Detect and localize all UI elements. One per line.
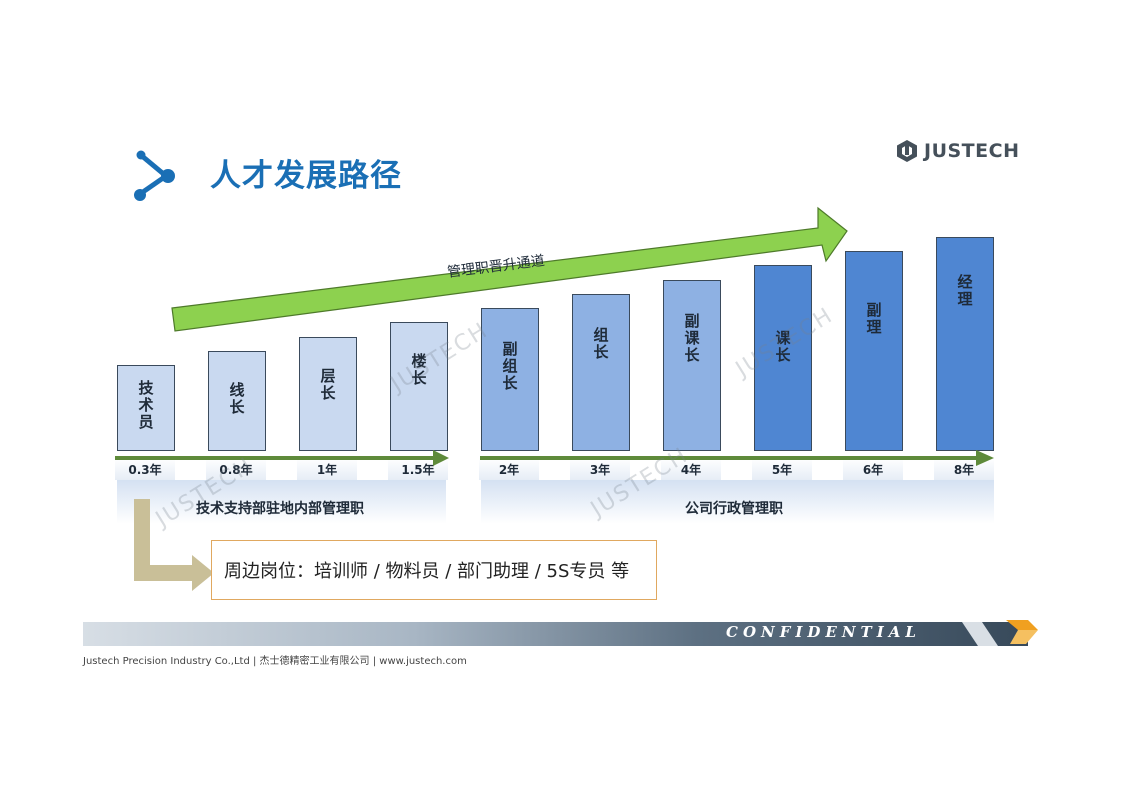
level-bar: 副组长: [481, 308, 539, 451]
category-right-label: 公司行政管理职: [685, 501, 783, 517]
level-bar: 经理: [936, 237, 994, 451]
level-bar: 层长: [299, 337, 357, 451]
logo-text: JUSTECH: [924, 140, 1020, 162]
confidential-mark: CONFIDENTIAL: [726, 623, 921, 641]
reflection-left: [117, 480, 446, 524]
year-label: 0.3年: [115, 458, 175, 480]
level-bar: 副课长: [663, 280, 721, 451]
peripheral-branch-arrow: [134, 499, 214, 591]
level-label: 组长: [591, 327, 610, 361]
level-bar: 课长: [754, 265, 812, 451]
level-bar: 楼长: [390, 322, 448, 451]
level-label: 副理: [864, 302, 883, 336]
year-label: 2年: [479, 458, 539, 480]
peripheral-roles-text: 周边岗位：培训师 / 物料员 / 部门助理 / 5S专员 等: [224, 561, 630, 582]
year-label: 1年: [297, 458, 357, 480]
level-label: 副组长: [500, 341, 519, 392]
justech-logo-icon: [897, 140, 917, 162]
page-title: 人才发展路径: [210, 158, 402, 194]
level-label: 线长: [227, 382, 246, 416]
promotion-arrow: [171, 206, 848, 332]
timeline-arrow-right: [480, 450, 994, 466]
footer-text: Justech Precision Industry Co.,Ltd | 杰士德…: [83, 656, 467, 667]
level-label: 楼长: [409, 353, 428, 387]
level-bar: 副理: [845, 251, 903, 451]
year-label: 3年: [570, 458, 630, 480]
reflection-right: [481, 480, 994, 524]
level-label: 经理: [955, 274, 974, 308]
footer-chevron-icon: [962, 620, 1038, 646]
year-label: 5年: [752, 458, 812, 480]
footer-band: [83, 622, 1028, 646]
share-node-icon: [134, 150, 175, 201]
level-label: 副课长: [682, 313, 701, 364]
year-label: 6年: [843, 458, 903, 480]
peripheral-roles-box: 周边岗位：培训师 / 物料员 / 部门助理 / 5S专员 等: [211, 540, 657, 600]
category-left-label: 技术支持部驻地内部管理职: [196, 501, 364, 517]
company-logo: JUSTECH: [896, 139, 1019, 163]
level-label: 技术员: [136, 380, 155, 431]
level-bar: 技术员: [117, 365, 175, 451]
level-bar: 线长: [208, 351, 266, 451]
year-label: 4年: [661, 458, 721, 480]
timeline-arrow-left: [115, 450, 449, 466]
level-label: 课长: [773, 330, 792, 364]
level-bar: 组长: [572, 294, 630, 451]
level-label: 层长: [318, 368, 337, 402]
year-label: 0.8年: [206, 458, 266, 480]
